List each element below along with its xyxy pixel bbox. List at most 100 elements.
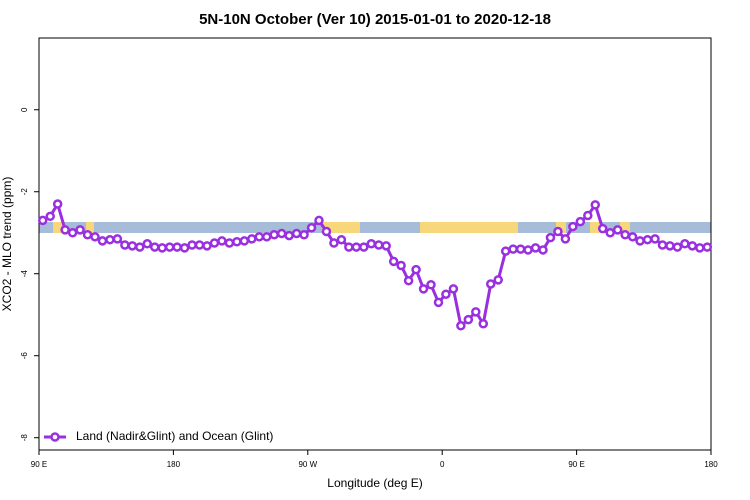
- x-tick-label: 180: [704, 460, 718, 469]
- x-axis-label: Longitude (deg E): [327, 476, 422, 490]
- point: [351, 242, 362, 252]
- point: [426, 280, 436, 290]
- point: [247, 234, 257, 244]
- y-tick-label: -4: [20, 270, 29, 278]
- point: [642, 234, 653, 245]
- point: [164, 242, 175, 252]
- point: [127, 241, 138, 251]
- point: [329, 238, 339, 248]
- point: [485, 279, 496, 289]
- point: [433, 297, 444, 308]
- point: [224, 238, 235, 248]
- point: [321, 226, 332, 237]
- point: [276, 228, 287, 239]
- point: [388, 256, 399, 267]
- legend-marker: [50, 432, 60, 442]
- point: [456, 321, 466, 331]
- point: [403, 275, 414, 286]
- point: [82, 230, 93, 240]
- point: [695, 243, 705, 253]
- point: [52, 199, 63, 209]
- point: [217, 236, 227, 246]
- point: [60, 225, 70, 235]
- point: [172, 242, 182, 252]
- point: [463, 314, 474, 325]
- point: [187, 240, 197, 250]
- x-tick-label: 90 E: [31, 460, 47, 469]
- x-tick-label: 90 W: [298, 460, 317, 469]
- point: [560, 234, 571, 244]
- chart-title: 5N-10N October (Ver 10) 2015-01-01 to 20…: [199, 11, 551, 28]
- point: [112, 234, 123, 244]
- point: [97, 236, 108, 246]
- point: [381, 241, 391, 251]
- point: [620, 230, 630, 240]
- point: [605, 227, 615, 238]
- point: [45, 211, 55, 222]
- legend-label: Land (Nadir&Glint) and Ocean (Glint): [76, 429, 273, 443]
- point: [105, 234, 115, 245]
- point: [493, 275, 503, 285]
- x-tick-label: 90 E: [568, 460, 584, 469]
- y-axis-label: XCO2 - MLO trend (ppm): [0, 177, 14, 312]
- point: [478, 318, 489, 329]
- point: [448, 284, 459, 294]
- point: [344, 242, 354, 252]
- point: [687, 241, 698, 251]
- point: [269, 230, 279, 240]
- point: [672, 242, 683, 252]
- point: [553, 226, 563, 237]
- point: [239, 236, 250, 246]
- point: [418, 284, 429, 294]
- point: [612, 225, 623, 235]
- point: [232, 236, 242, 247]
- y-tick-label: -6: [20, 352, 29, 360]
- point: [538, 245, 548, 255]
- point: [441, 289, 451, 299]
- point: [67, 227, 78, 238]
- y-tick-label: 0: [20, 107, 29, 112]
- point: [530, 243, 541, 253]
- point: [306, 223, 317, 233]
- point: [411, 264, 421, 275]
- point: [590, 200, 601, 210]
- point: [142, 239, 153, 249]
- point: [149, 242, 160, 252]
- point: [359, 242, 369, 252]
- point: [373, 240, 384, 250]
- point: [75, 225, 85, 235]
- point: [254, 232, 265, 242]
- point: [120, 240, 130, 250]
- point: [366, 239, 377, 249]
- point: [37, 215, 48, 226]
- point: [627, 232, 638, 242]
- point: [291, 228, 302, 239]
- point: [471, 307, 481, 317]
- point: [299, 230, 309, 240]
- point: [179, 243, 190, 253]
- point: [396, 260, 406, 271]
- point: [157, 243, 167, 253]
- point: [650, 234, 660, 244]
- x-tick-label: 180: [167, 460, 181, 469]
- point: [657, 240, 668, 250]
- point: [135, 242, 145, 252]
- point: [515, 244, 526, 254]
- point: [194, 240, 205, 250]
- y-tick-label: -2: [20, 188, 29, 196]
- point: [336, 234, 347, 245]
- point: [90, 232, 100, 242]
- point: [545, 232, 556, 243]
- point: [314, 215, 324, 226]
- point: [583, 210, 593, 221]
- point: [508, 244, 518, 254]
- point: [575, 216, 586, 227]
- land-ocean-mask: [39, 222, 711, 233]
- point: [568, 221, 578, 232]
- plot-frame: [38, 37, 712, 451]
- point: [261, 232, 272, 242]
- point: [284, 230, 294, 241]
- point: [209, 238, 220, 248]
- point: [635, 236, 645, 246]
